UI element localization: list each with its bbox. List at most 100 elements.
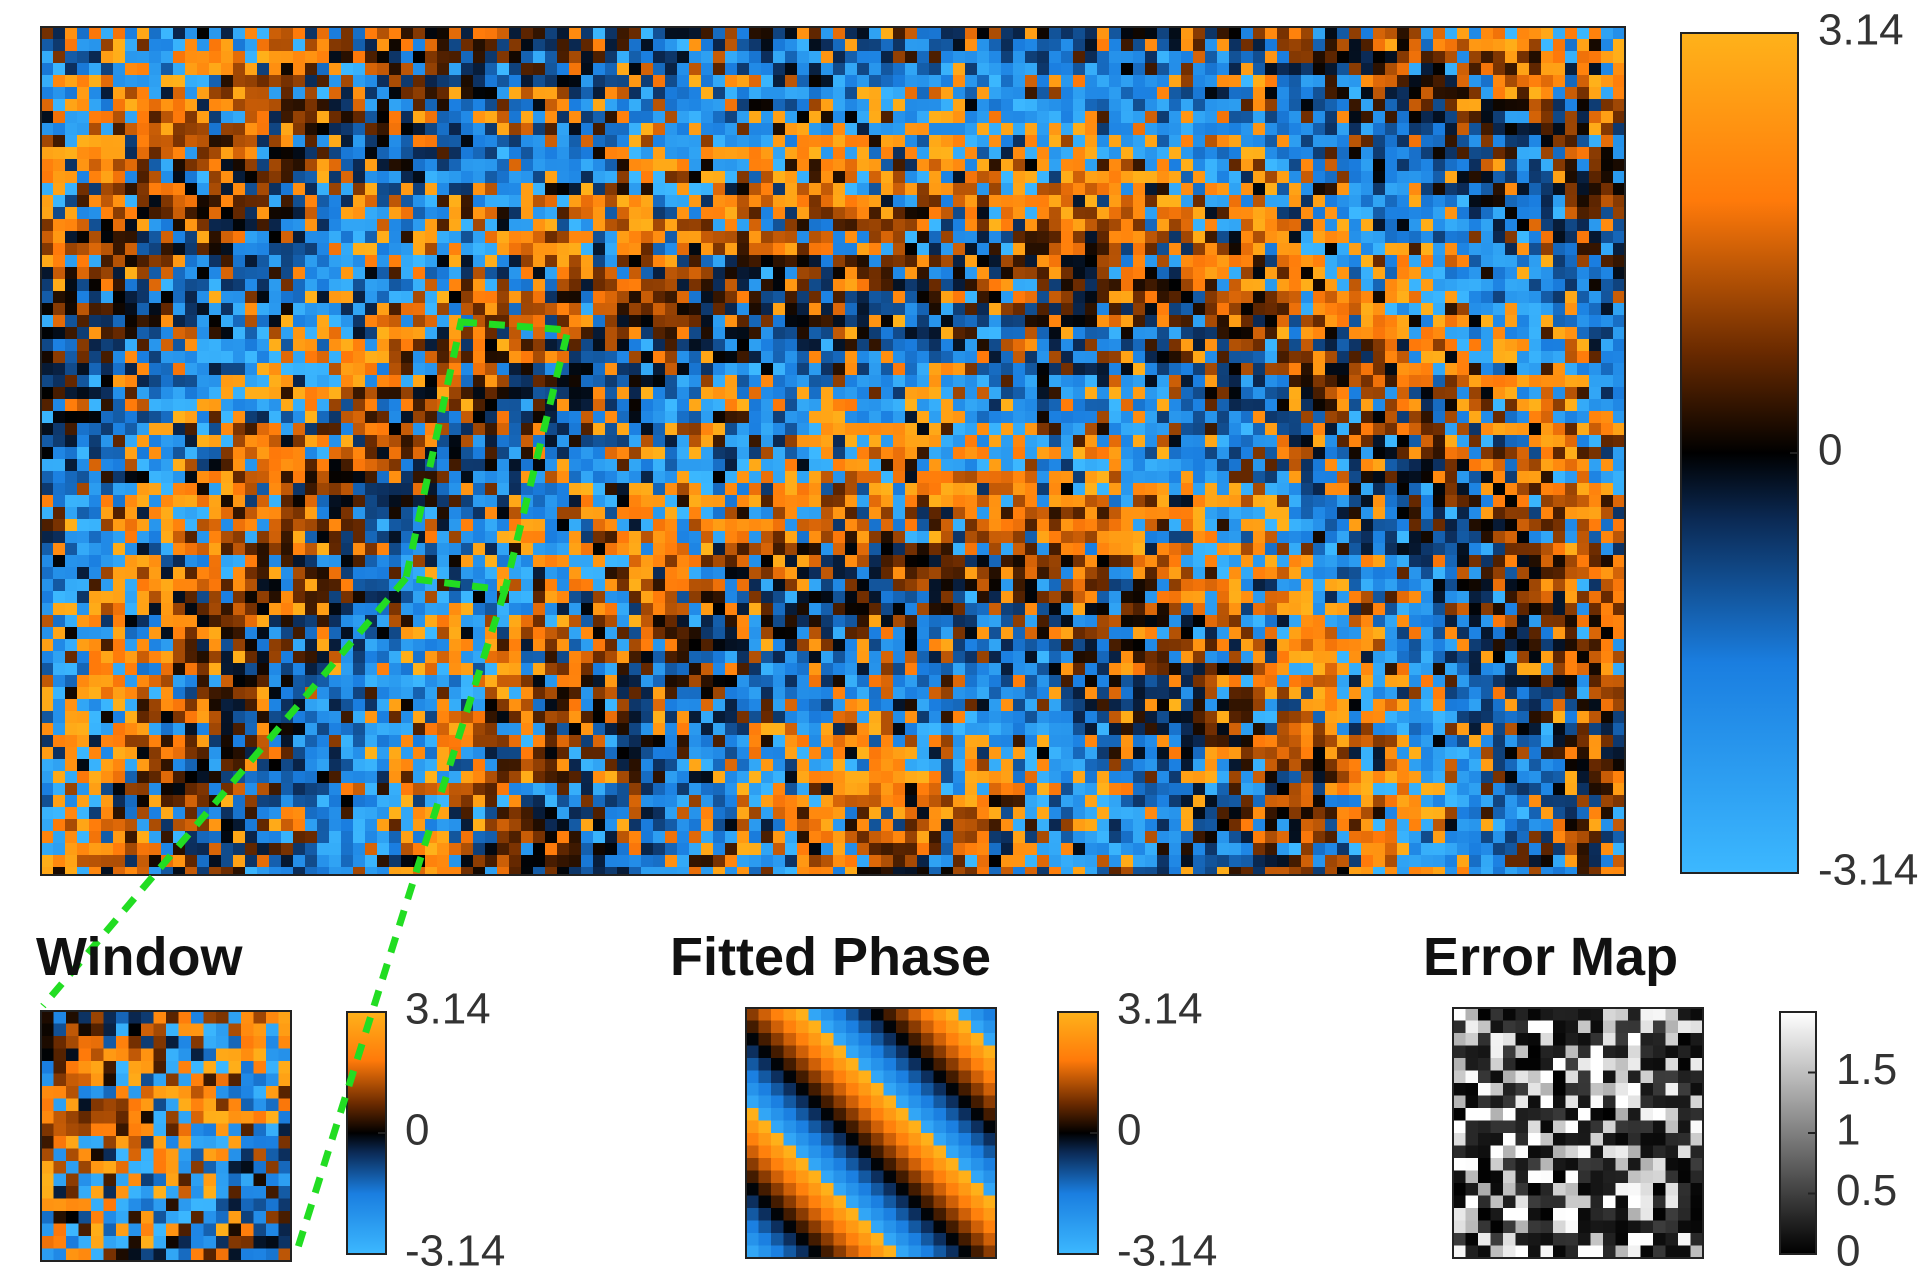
pixel (1301, 51, 1313, 63)
pixel (965, 267, 977, 279)
pixel (161, 219, 173, 231)
pixel (161, 447, 173, 459)
pixel (497, 111, 509, 123)
pixel (1097, 315, 1109, 327)
pixel (917, 411, 929, 423)
pixel (1301, 99, 1313, 111)
pixel (557, 195, 569, 207)
pixel (209, 51, 221, 63)
pixel (1325, 471, 1337, 483)
pixel (269, 27, 281, 39)
pixel (461, 471, 473, 483)
pixel (797, 327, 809, 339)
pixel (1421, 51, 1433, 63)
pixel (1373, 111, 1385, 123)
pixel (1229, 123, 1241, 135)
pixel (173, 459, 185, 471)
pixel (1133, 99, 1145, 111)
pixel (965, 435, 977, 447)
pixel (1481, 123, 1493, 135)
pixel (161, 315, 173, 327)
pixel (365, 147, 377, 159)
pixel (449, 195, 461, 207)
pixel (1517, 159, 1529, 171)
pixel (1289, 183, 1301, 195)
pixel (149, 135, 161, 147)
pixel (485, 63, 497, 75)
pixel (1181, 303, 1193, 315)
pixel (413, 39, 425, 51)
pixel (509, 147, 521, 159)
pixel (1073, 183, 1085, 195)
pixel (653, 27, 665, 39)
pixel (905, 291, 917, 303)
pixel (1577, 399, 1589, 411)
pixel (629, 135, 641, 147)
pixel (1013, 375, 1025, 387)
pixel (1157, 327, 1169, 339)
pixel (233, 303, 245, 315)
pixel (1109, 339, 1121, 351)
pixel (1589, 435, 1601, 447)
pixel (425, 363, 437, 375)
pixel (449, 87, 461, 99)
pixel (1481, 51, 1493, 63)
pixel (305, 291, 317, 303)
pixel (1589, 123, 1601, 135)
pixel (713, 99, 725, 111)
pixel (1613, 183, 1625, 195)
pixel (1325, 363, 1337, 375)
pixel (41, 39, 53, 51)
pixel (557, 123, 569, 135)
pixel (1589, 111, 1601, 123)
pixel (761, 447, 773, 459)
pixel (113, 471, 125, 483)
pixel (365, 267, 377, 279)
pixel (1493, 363, 1505, 375)
pixel (485, 135, 497, 147)
pixel (713, 255, 725, 267)
pixel (245, 147, 257, 159)
pixel (161, 207, 173, 219)
pixel (1301, 447, 1313, 459)
pixel (1325, 291, 1337, 303)
pixel (833, 195, 845, 207)
pixel (1529, 63, 1541, 75)
pixel (269, 171, 281, 183)
pixel (209, 375, 221, 387)
pixel (1145, 291, 1157, 303)
pixel (281, 423, 293, 435)
pixel (53, 195, 65, 207)
pixel (989, 219, 1001, 231)
pixel (1253, 207, 1265, 219)
pixel (1505, 135, 1517, 147)
pixel (377, 39, 389, 51)
pixel (881, 471, 893, 483)
pixel (305, 63, 317, 75)
pixel (1481, 459, 1493, 471)
pixel (785, 63, 797, 75)
pixel (569, 447, 581, 459)
pixel (485, 243, 497, 255)
pixel (1433, 171, 1445, 183)
pixel (341, 99, 353, 111)
pixel (245, 459, 257, 471)
pixel (1145, 75, 1157, 87)
pixel (1121, 99, 1133, 111)
pixel (41, 279, 53, 291)
pixel (1325, 135, 1337, 147)
pixel (1433, 399, 1445, 411)
pixel (1097, 123, 1109, 135)
pixel (413, 231, 425, 243)
pixel (149, 171, 161, 183)
pixel (1349, 183, 1361, 195)
pixel (893, 51, 905, 63)
pixel (1181, 459, 1193, 471)
pixel (569, 39, 581, 51)
pixel (821, 183, 833, 195)
pixel (1361, 243, 1373, 255)
pixel (569, 351, 581, 363)
pixel (773, 171, 785, 183)
pixel (497, 459, 509, 471)
pixel (221, 27, 233, 39)
